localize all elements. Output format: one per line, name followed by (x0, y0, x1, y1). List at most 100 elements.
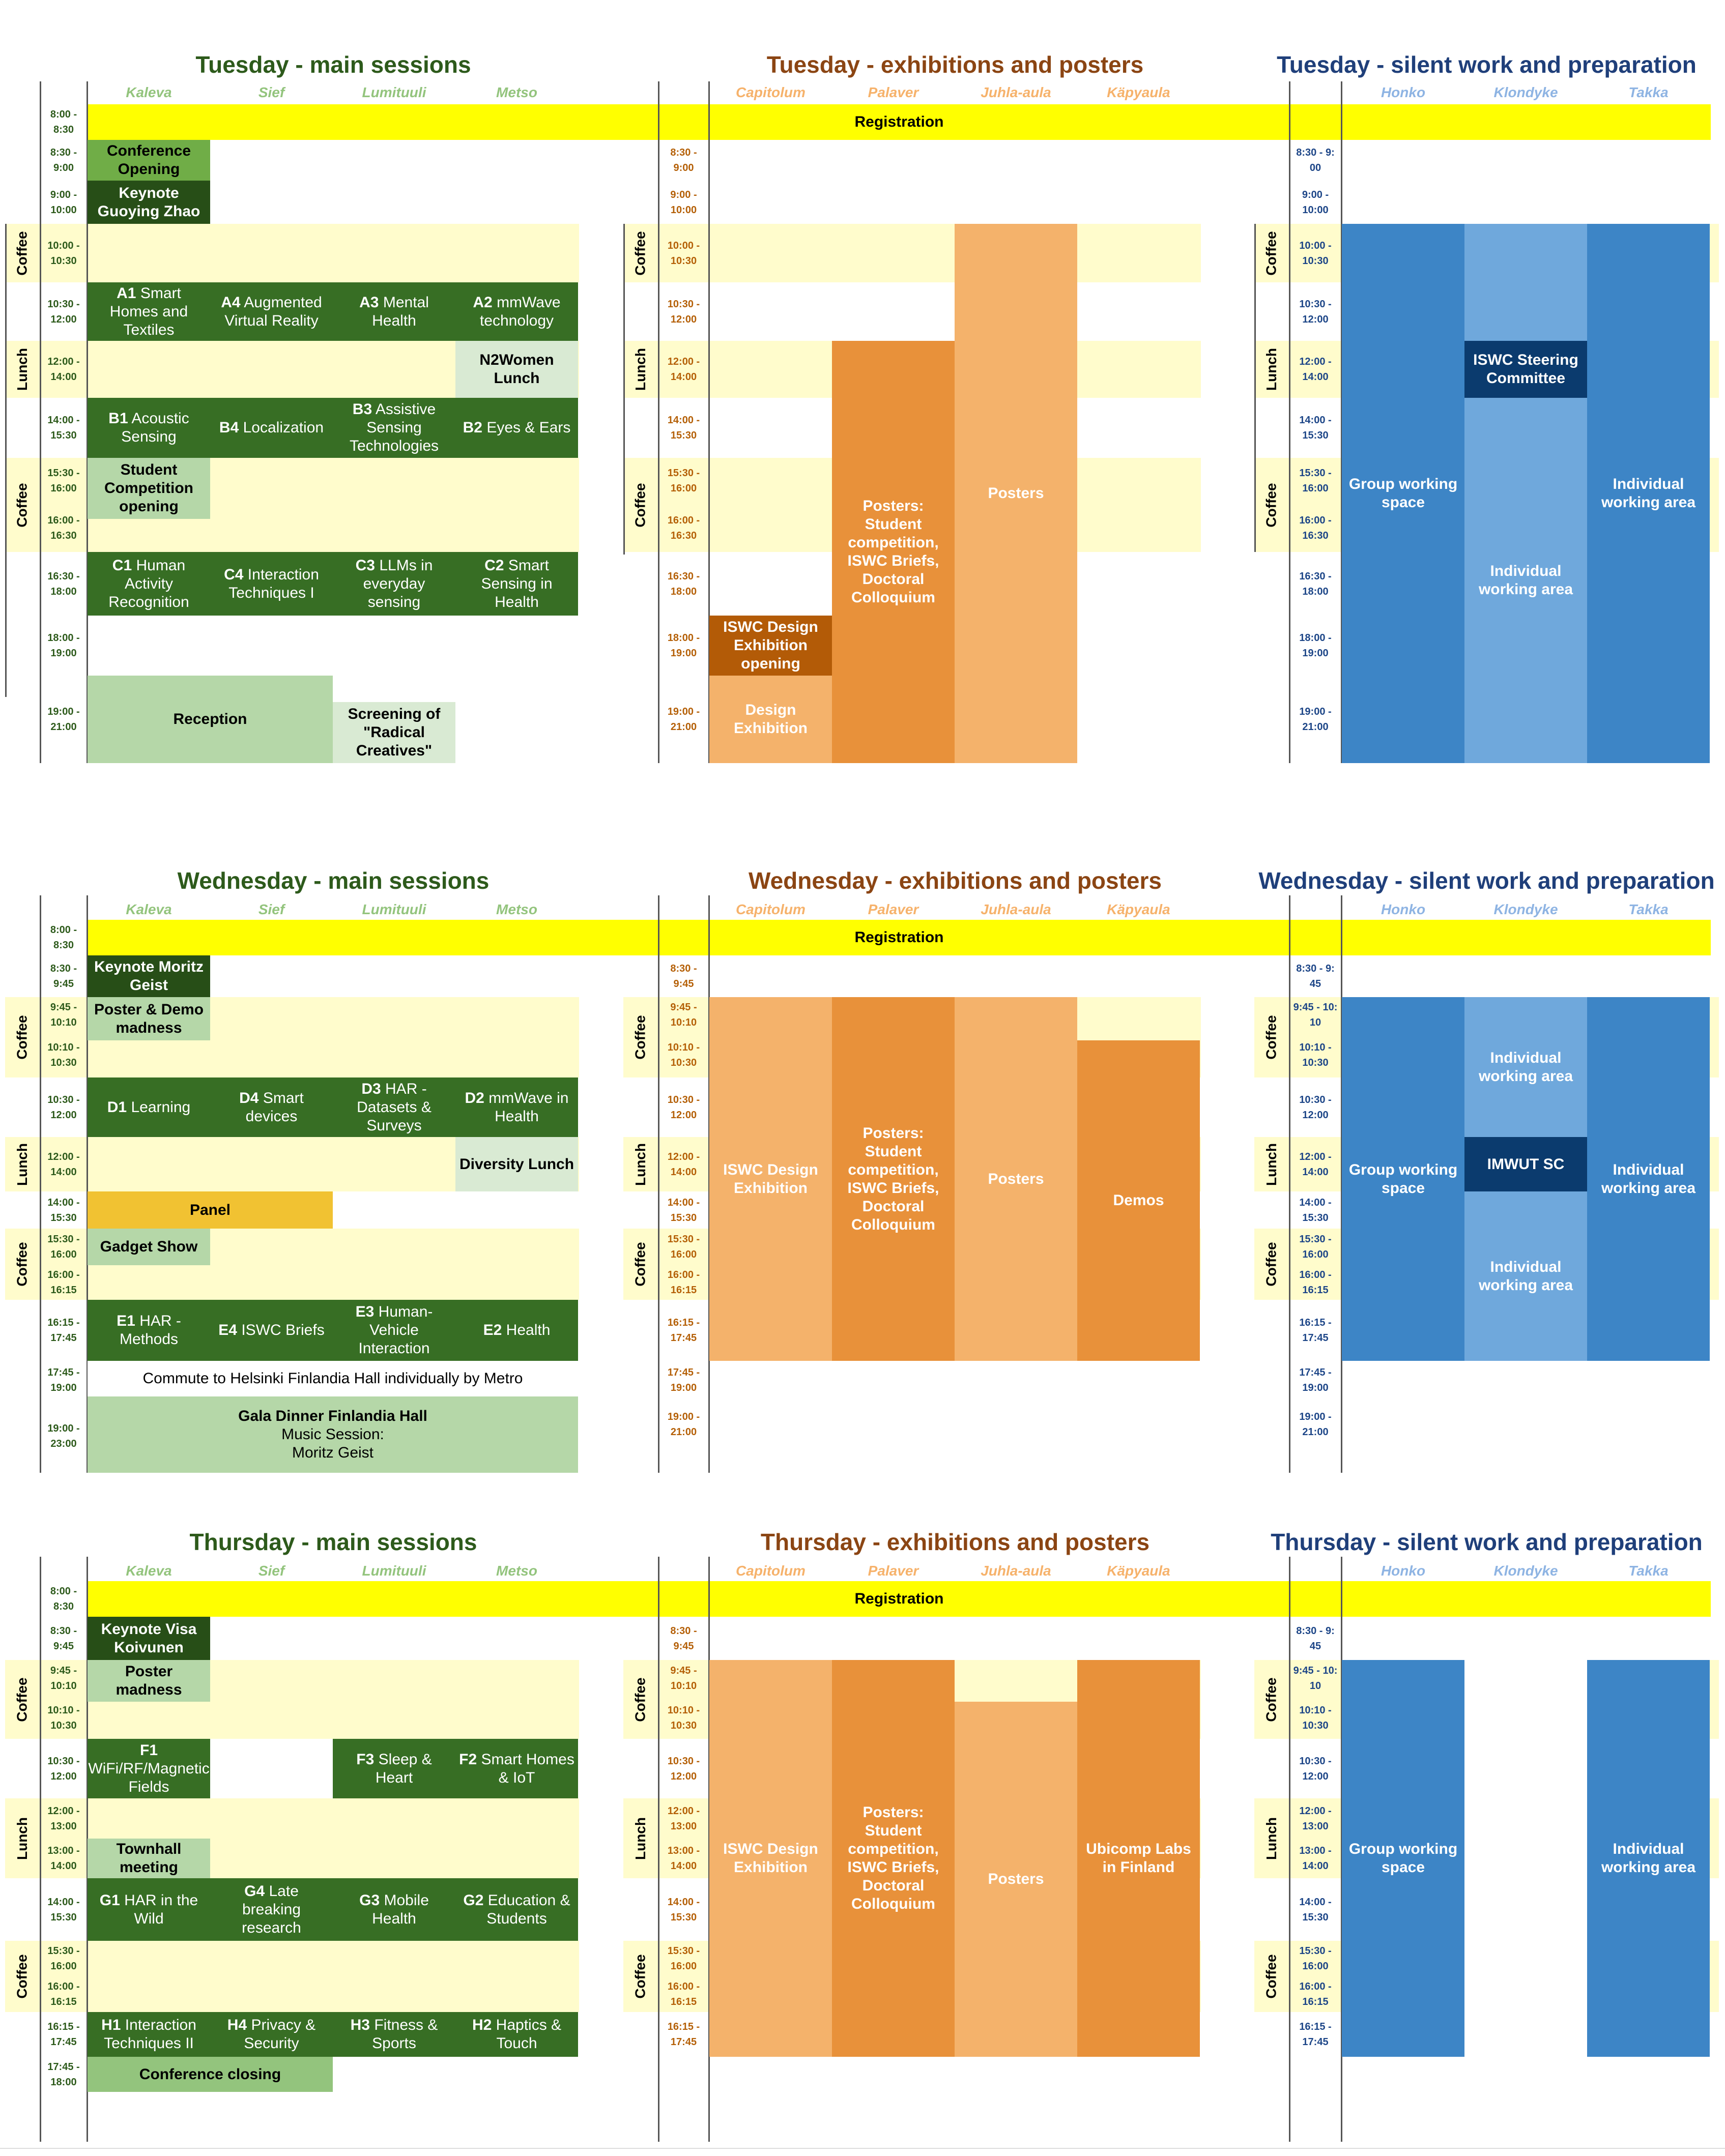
exh-room-2: Juhla-aula (981, 1563, 1051, 1579)
tue-session-a4-label: Augmented Virtual Reality (224, 294, 322, 329)
registration-bar: Registration (88, 1581, 1711, 1617)
thu-townhall-label: Townhall meeting (116, 1841, 182, 1876)
thu-session-f2-label: Smart Homes & IoT (481, 1751, 574, 1786)
wed-madness: Poster & Demo madness (88, 997, 210, 1040)
main-thu-coffee-1: Coffee (5, 1660, 40, 1739)
wed-session-d2-label: mmWave in Health (488, 1089, 569, 1125)
thu-session-f1: F1 WiFi/RF/Magnetic Fields (88, 1739, 210, 1798)
main-time-2: 9:45 - 10:10 (50, 1002, 77, 1028)
tue-session-c1-code: C1 (112, 557, 132, 574)
tue-conference-opening: Conference Opening (88, 140, 210, 181)
exh-time-2: 10:10 - 10:30 (667, 1704, 700, 1731)
tue-session-b4-label: Localization (243, 419, 324, 436)
exh-divider-0 (658, 81, 659, 763)
tue-student-competition: Student Competition opening (88, 458, 210, 519)
tue-session-c3-text: C3 LLMs in everyday sensing (336, 557, 452, 611)
thu-session-g4-label: Late breaking research (242, 1882, 301, 1936)
main-time-10: 17:45 - 19:00 (47, 1366, 80, 1393)
tue-individual-klondyke: Individual working area (1464, 398, 1587, 763)
quiet-time-7: 16:00 - 16:30 (1299, 514, 1332, 541)
wed-session-e4-label: ISWC Briefs (241, 1322, 325, 1338)
tue-screening: Screening of "Radical Creatives" (333, 702, 455, 763)
wed-panel-text: Panel (190, 1201, 231, 1219)
exh-time-0: 8:30 - 9:45 (670, 963, 697, 989)
wed-individual-klondyke-2: Individual working area (1464, 1191, 1587, 1361)
quiet-time-9: 17:45 - 19:00 (1299, 1366, 1332, 1393)
wed-imwut-sc-text: IMWUT SC (1487, 1155, 1565, 1174)
tue-session-c1-label: Human Activity Recognition (108, 557, 189, 610)
thu-posters: Posters (955, 1702, 1077, 2057)
thu-session-h1-code: H1 (101, 2017, 121, 2033)
tue-session-b4: B4 Localization (210, 398, 333, 458)
tue-session-a4: A4 Augmented Virtual Reality (210, 282, 333, 341)
quiet-wed-coffee-1-label: Coffee (1263, 1015, 1279, 1060)
wed-posters-big: Posters: Student competition, ISWC Brief… (832, 997, 955, 1361)
exh-room-3: Käpyaula (1107, 84, 1170, 100)
quiet-time-4: 12:00 - 13:00 (1299, 1805, 1332, 1832)
tue-n2women-lunch-text: N2Women Lunch (458, 351, 575, 388)
thu-session-f1-code: F1 (140, 1741, 158, 1759)
exh-room-1: Palaver (868, 84, 919, 100)
quiet-time-6: 15:30 - 16:00 (1299, 468, 1332, 494)
quiet-time-5: 14:00 - 15:30 (1299, 1197, 1332, 1223)
main-title: Wednesday - main sessions (177, 867, 490, 894)
exh-divider-1 (708, 81, 710, 763)
tue-posters-big: Posters: Student competition, ISWC Brief… (832, 341, 955, 763)
wed-group-working-label: Group working space (1348, 1161, 1458, 1197)
thu-session-g3: G3 Mobile Health (333, 1878, 455, 1941)
tue-session-a2-text: A2 mmWave technology (458, 294, 575, 330)
tue-session-c2: C2 Smart Sensing in Health (455, 552, 578, 616)
thu-session-f1-text: F1 WiFi/RF/Magnetic Fields (88, 1741, 209, 1796)
exh-room-3: Käpyaula (1107, 901, 1170, 917)
registration-bar: Registration (88, 104, 1711, 140)
wed-design-exhibition: ISWC Design Exhibition (709, 997, 832, 1361)
wed-gala-text: Gala Dinner Finlandia Hall Music Session:… (238, 1407, 427, 1462)
tue-individual-klondyke-label: Individual working area (1478, 563, 1573, 598)
quiet-time-7: 16:00 - 16:15 (1299, 1269, 1332, 1296)
exh-tue-coffee-1-label: Coffee (632, 230, 648, 276)
main-time-9: 16:15 - 17:45 (47, 1317, 80, 1344)
exh-title: Tuesday - exhibitions and posters (766, 51, 1144, 78)
wed-gala-label: Music Session: Moritz Geist (281, 1426, 384, 1461)
thu-session-h4: H4 Privacy & Security (210, 2012, 333, 2057)
tue-session-b4-code: B4 (219, 419, 239, 436)
main-time-9: 16:30 - 18:00 (47, 570, 80, 597)
quiet-time-3: 10:30 - 12:00 (1299, 1755, 1332, 1782)
tue-screening-label: Screening of "Radical Creatives" (348, 706, 441, 759)
thu-design-exhibition-text: ISWC Design Exhibition (712, 1840, 829, 1877)
quiet-room-1: Klondyke (1493, 84, 1558, 100)
quiet-time-10: 19:00 - 21:00 (1299, 1411, 1332, 1438)
wed-session-d2-text: D2 mmWave in Health (458, 1089, 575, 1126)
main-tue-lunch: Lunch (5, 341, 40, 398)
wed-individual-klondyke-2-text: Individual working area (1468, 1258, 1584, 1295)
tue-session-b4-text: B4 Localization (219, 419, 324, 437)
thu-ubicomp-labs: Ubicomp Labs in Finland (1077, 1660, 1200, 2057)
quiet-time-5: 13:00 - 14:00 (1299, 1845, 1332, 1872)
quiet-divider-0 (1289, 895, 1290, 1473)
wed-individual-klondyke-2-label: Individual working area (1478, 1258, 1573, 1294)
main-tue-coffee-1: Coffee (5, 224, 40, 282)
exh-wed-coffee-1-label: Coffee (632, 1015, 648, 1060)
main-divider-1 (87, 895, 88, 1473)
exh-wed-coffee-2-label: Coffee (632, 1242, 648, 1287)
main-tue-lunch-label: Lunch (14, 348, 30, 391)
thu-keynote: Keynote Visa Koivunen (88, 1617, 210, 1660)
quiet-time-1: 9:45 - 10: 10 (1293, 1002, 1338, 1028)
main-time-6: 13:00 - 14:00 (47, 1845, 80, 1872)
quiet-room-2: Takka (1628, 1563, 1669, 1579)
tue-session-c4: C4 Interaction Techniques I (210, 552, 333, 616)
wed-session-e4-code: E4 (218, 1322, 237, 1338)
thu-keynote-label: Keynote Visa Koivunen (101, 1620, 197, 1656)
main-room-3: Metso (496, 1563, 537, 1579)
thu-closing-text: Conference closing (139, 2065, 281, 2084)
tue-student-competition-label: Student Competition opening (104, 461, 193, 515)
main-divider-0 (40, 81, 41, 763)
quiet-time-0: 8:30 - 9: 00 (1296, 147, 1335, 173)
wed-imwut-sc-label: IMWUT SC (1487, 1155, 1565, 1173)
quiet-wed-coffee-2: Coffee (1254, 1229, 1289, 1300)
exh-thu-coffee-1-label: Coffee (632, 1677, 648, 1722)
quiet-divider-0 (1289, 1557, 1290, 2142)
main-time-1: 8:30 - 9:45 (50, 963, 77, 989)
quiet-room-1: Klondyke (1493, 1563, 1558, 1579)
wed-session-d2: D2 mmWave in Health (455, 1077, 578, 1137)
